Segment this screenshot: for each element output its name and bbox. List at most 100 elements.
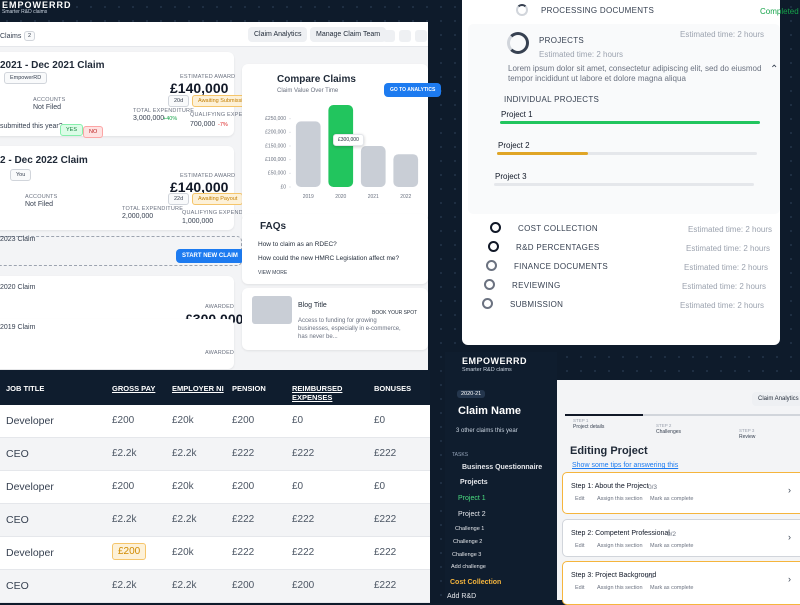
section-action[interactable]: Mark as complete	[650, 543, 694, 549]
status-ring	[488, 241, 499, 252]
section-action[interactable]: Edit	[575, 585, 585, 591]
bar-chart: £0 £50,000 £100,000 £150,000 £200,000 £250,00…	[265, 105, 419, 200]
logo-tagline: Smarter R&D claims	[462, 367, 512, 373]
step-estimate: Estimated time: 2 hours	[539, 50, 624, 59]
section-box[interactable]	[562, 561, 800, 605]
no-button[interactable]: NO	[83, 126, 104, 138]
task-item[interactable]: Add R&D	[447, 593, 477, 600]
task-item[interactable]: Challenge 1	[455, 526, 485, 532]
faq-question[interactable]: How could the new HMRC Legislation affec…	[258, 255, 400, 262]
task-item[interactable]: Project 1	[458, 495, 486, 502]
section-action[interactable]: Mark as complete	[650, 585, 694, 591]
blog-text: Access to funding for growing businesses…	[298, 318, 401, 340]
column-header: GROSS PAY	[112, 384, 156, 393]
table-cell: £20k	[172, 481, 194, 492]
column-header: PENSION	[232, 384, 266, 393]
table-row: Developer £200 £20k £200 £0 £0	[0, 471, 430, 504]
y-tick-label: £50,000	[268, 171, 286, 177]
task-item[interactable]: Challenge 2	[453, 539, 483, 545]
task-item[interactable]: Project 2	[458, 511, 486, 518]
progress-fill	[497, 152, 588, 155]
start-claim-button[interactable]: START NEW CLAIM	[176, 249, 244, 263]
accounts: Not Filed	[33, 104, 62, 111]
logo-tagline: Smarter R&D claims	[2, 9, 48, 15]
table-cell: £200	[112, 481, 135, 492]
table-cell: Developer	[6, 415, 54, 427]
stepper-step: STEP 3	[739, 428, 755, 433]
faq-card	[242, 214, 428, 284]
table-cell: £0	[292, 481, 304, 492]
task-item[interactable]: Cost Collection	[450, 579, 502, 586]
claim-owner: You	[10, 169, 32, 181]
logo: EMPOWERRD	[462, 356, 527, 366]
step-name: SUBMISSION	[510, 300, 564, 309]
section-action[interactable]: Edit	[575, 496, 585, 502]
qualifying: 700,000	[190, 121, 216, 128]
progress-fill	[500, 121, 760, 124]
task-item[interactable]: Projects	[460, 479, 488, 486]
blog-cta[interactable]: BOOK YOUR SPOT	[372, 310, 418, 316]
task-item[interactable]: Business Questionnaire	[462, 464, 543, 471]
column-header: JOB TITLE	[6, 384, 45, 393]
stepper-progress	[565, 414, 643, 416]
y-tick-label: £200,000	[265, 130, 286, 136]
icon	[399, 30, 411, 42]
section-title: Step 1: About the Project	[571, 483, 649, 490]
tab-count: 2	[24, 31, 36, 41]
other-claims[interactable]: 3 other claims this year	[456, 428, 518, 434]
table-cell: £0	[292, 415, 304, 426]
nav-button[interactable]: Claim Analytics	[752, 392, 800, 406]
nav-button[interactable]: Claim Analytics	[248, 27, 308, 42]
table-cell: £2.2k	[112, 514, 137, 525]
section-box[interactable]	[562, 519, 800, 557]
claim-name: Claim Name	[458, 405, 521, 417]
task-item[interactable]: Challenge 3	[452, 552, 482, 558]
section-progress: 0/3	[648, 484, 658, 491]
analytics-button[interactable]: GO TO ANALYTICS	[384, 83, 442, 97]
award-label: AWARDED	[205, 304, 235, 310]
projects-subtitle: INDIVIDUAL PROJECTS	[504, 95, 600, 104]
table-cell: £20k	[172, 415, 194, 426]
project-name: Project 2	[498, 141, 530, 150]
chevron: ›	[788, 574, 791, 584]
step-estimate: Estimated time: 2 hours	[686, 244, 771, 253]
yes-button[interactable]: YES	[60, 124, 84, 136]
question: submitted this year?	[0, 123, 63, 130]
task-item[interactable]: Add challenge	[451, 564, 486, 570]
total: 3,000,000	[133, 115, 165, 122]
step-estimate: Estimated time: 2 hours	[688, 225, 773, 234]
tips-link[interactable]: Show some tips for answering this	[572, 462, 679, 469]
days-chip: 22d	[168, 193, 190, 205]
y-tick-label: £150,000	[265, 143, 286, 149]
days-chip: 20d	[168, 95, 190, 107]
chart-subtitle: Claim Value Over Time	[277, 88, 339, 94]
progress-track	[497, 152, 757, 155]
logo: EMPOWERRD	[2, 0, 72, 10]
section-action[interactable]: Assign this section	[597, 543, 643, 549]
table-cell: £2.2k	[172, 514, 197, 525]
table-cell: £222	[374, 580, 397, 591]
section-box[interactable]	[562, 472, 800, 514]
section-action[interactable]: Assign this section	[597, 585, 643, 591]
step-estimate: Estimated time: 2 hours	[682, 282, 767, 291]
faq-title: FAQs	[260, 221, 287, 232]
view-more[interactable]: VIEW MORE	[258, 270, 288, 276]
table-cell: £200	[292, 580, 315, 591]
collapse-icon[interactable]: ⌃	[770, 64, 779, 75]
stepper-label: Review	[739, 434, 756, 440]
table-cell: £222	[374, 448, 397, 459]
accounts-label: ACCOUNTS	[25, 194, 58, 200]
x-tick-label: 2020	[335, 194, 346, 200]
faq-question[interactable]: How to claim as an RDEC?	[258, 241, 337, 248]
section-action[interactable]: Mark as complete	[650, 496, 694, 502]
table-cell: £222	[292, 448, 315, 459]
section-action[interactable]: Assign this section	[597, 496, 643, 502]
accounts-label: ACCOUNTS	[33, 97, 66, 103]
status-ring	[507, 32, 529, 54]
column-header: BONUSES	[374, 384, 412, 393]
new-claim-title: 2023 Claim	[0, 236, 36, 243]
nav-button[interactable]: Manage Claim Team	[310, 27, 387, 42]
section-action[interactable]: Edit	[575, 543, 585, 549]
table-cell: £200	[112, 543, 147, 560]
status-ring	[486, 260, 497, 271]
